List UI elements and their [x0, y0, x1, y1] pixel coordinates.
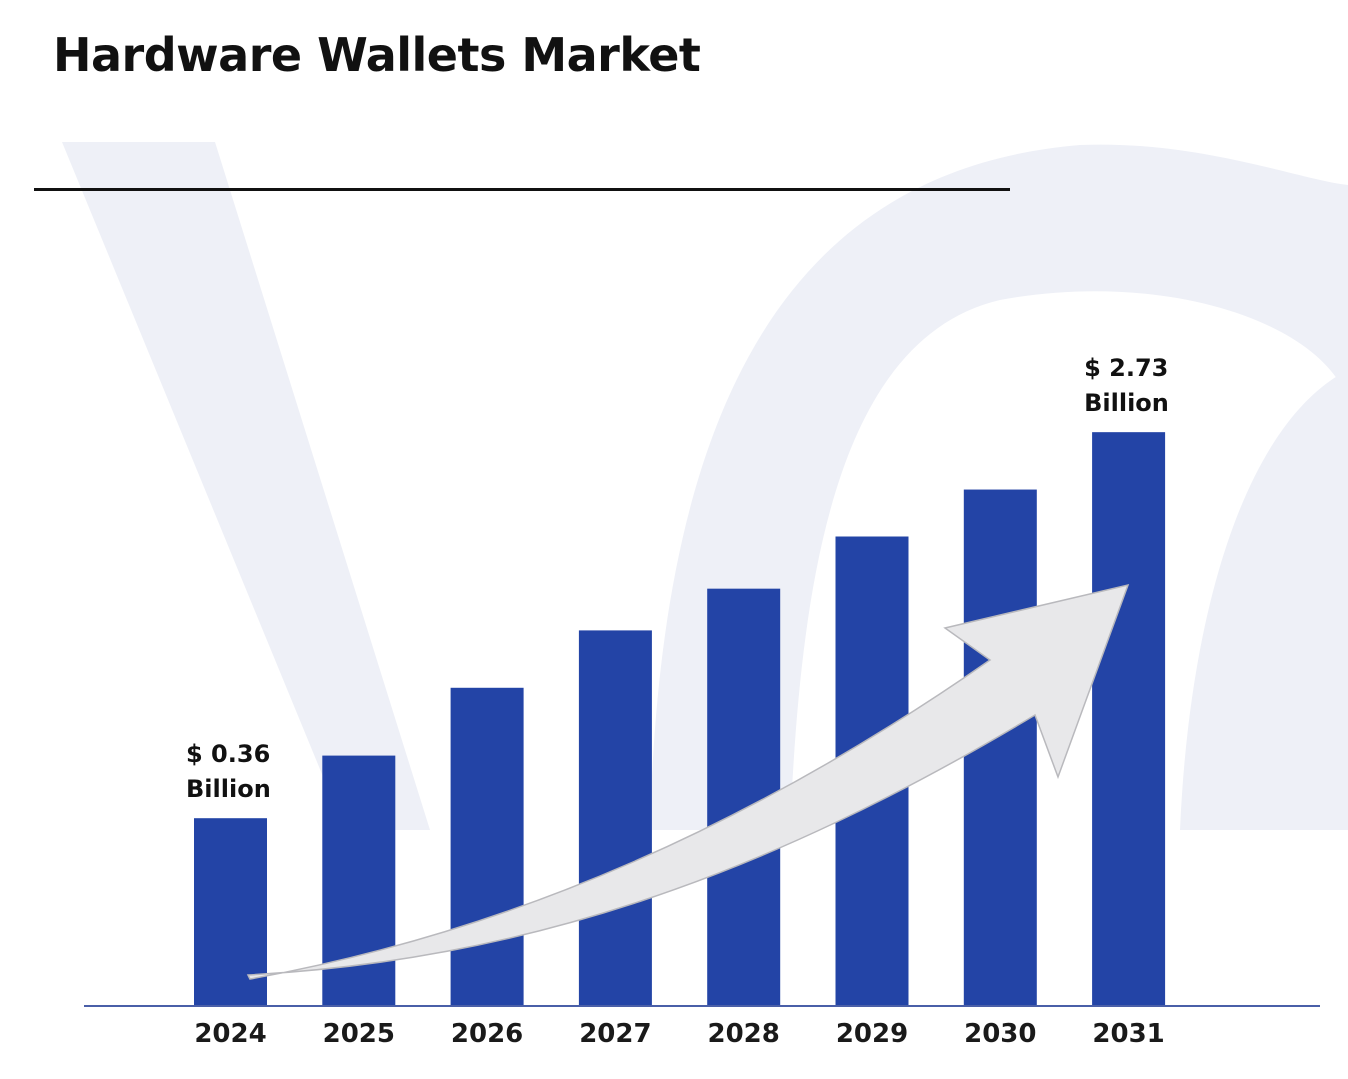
x-tick-labels: 2024 2025 2026 2027 2028 2029 2030 2031	[194, 1019, 1164, 1049]
x-tick-label-2025: 2025	[323, 1019, 395, 1049]
growth-arrow-layer	[246, 583, 1130, 980]
data-label-2031-line-2: Billion	[1084, 389, 1169, 417]
x-tick-label-2030: 2030	[964, 1019, 1036, 1049]
watermark-arch-shape	[650, 144, 1348, 830]
watermark-v-shape	[62, 142, 430, 830]
bar-2026	[450, 687, 524, 1006]
data-label-2031-line-1: $ 2.73	[1084, 354, 1168, 382]
chart-title: Hardware Wallets Market	[53, 28, 701, 82]
bar-2027	[578, 630, 652, 1006]
data-labels: $ 0.36 Billion $ 2.73 Billion	[186, 354, 1169, 803]
x-tick-label-2027: 2027	[579, 1019, 651, 1049]
growth-arrow-icon	[246, 583, 1130, 980]
x-tick-label-2026: 2026	[451, 1019, 523, 1049]
x-tick-label-2028: 2028	[708, 1019, 780, 1049]
title-underline	[34, 188, 1010, 191]
watermark-arch-right	[1180, 370, 1348, 830]
x-tick-label-2024: 2024	[194, 1019, 266, 1049]
x-tick-label-2029: 2029	[836, 1019, 908, 1049]
data-label-2024-line-2: Billion	[186, 775, 271, 803]
bar-2031	[1092, 432, 1166, 1007]
data-label-2024-line-1: $ 0.36	[186, 740, 270, 768]
x-tick-label-2031: 2031	[1092, 1019, 1164, 1049]
